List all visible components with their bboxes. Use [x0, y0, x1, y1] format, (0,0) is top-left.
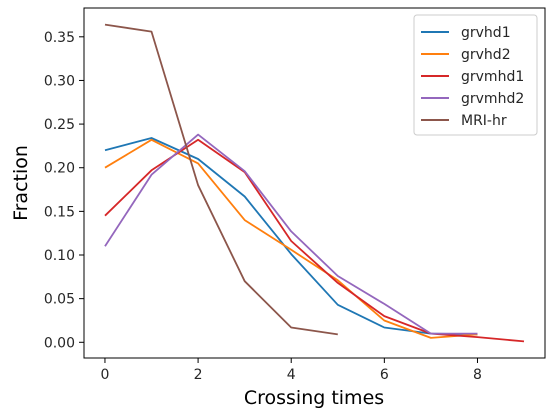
- x-axis-ticks: 0 2 4 6 8: [100, 358, 482, 383]
- y-tick-label: 0.25: [44, 117, 75, 133]
- y-tick-label: 0.05: [44, 292, 75, 308]
- y-tick-label: 0.15: [44, 204, 75, 220]
- x-tick-label: 2: [194, 367, 203, 383]
- legend-box: [413, 14, 538, 136]
- series-layer: [104, 23, 525, 343]
- legend-label-grvhd1: grvhd1: [461, 25, 511, 41]
- y-tick-label: 0.00: [44, 335, 75, 351]
- series-line-MRI-hr: [104, 23, 338, 336]
- plot-frame: [83, 7, 546, 359]
- y-tick-label: 0.30: [44, 73, 75, 89]
- x-axis-label: Crossing times: [244, 387, 384, 409]
- y-tick-label: 0.35: [44, 30, 75, 46]
- legend-label-MRI-hr: MRI-hr: [461, 113, 507, 129]
- legend-label-grvmhd1: grvmhd1: [461, 69, 524, 85]
- legend: grvhd1 grvhd2 grvmhd1 grvmhd2 MRI-hr: [413, 14, 538, 136]
- x-tick-label: 0: [100, 367, 109, 383]
- y-axis-label: Fraction: [10, 145, 32, 221]
- x-tick-label: 8: [473, 367, 482, 383]
- legend-label-grvhd2: grvhd2: [461, 47, 511, 63]
- x-tick-label: 4: [287, 367, 296, 383]
- y-tick-label: 0.10: [44, 248, 75, 264]
- series-line-grvhd2: [104, 138, 478, 339]
- y-axis-ticks: 0.00 0.05 0.10 0.15 0.20 0.25 0.30 0.35: [44, 30, 84, 351]
- legend-label-grvmhd2: grvmhd2: [461, 91, 524, 107]
- series-line-grvmhd1: [104, 138, 525, 343]
- series-line-grvmhd2: [104, 133, 478, 335]
- x-tick-label: 6: [380, 367, 389, 383]
- y-tick-label: 0.20: [44, 161, 75, 177]
